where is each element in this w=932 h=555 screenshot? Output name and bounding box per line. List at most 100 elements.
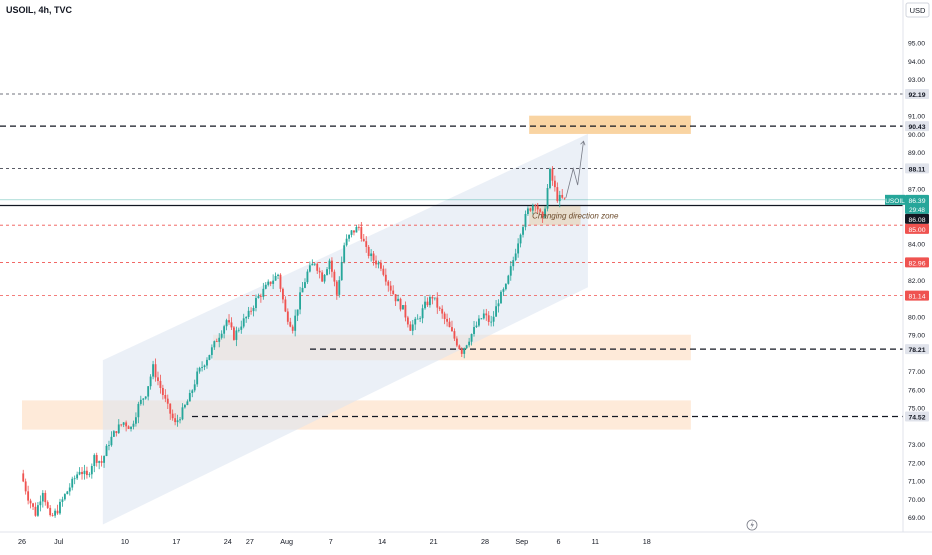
- candle-body: [223, 326, 226, 334]
- price-tick-label: 84.00: [908, 241, 925, 248]
- candle-body: [519, 234, 522, 244]
- candle-body: [299, 292, 302, 310]
- candle-body: [409, 324, 412, 331]
- candle-body: [191, 390, 194, 393]
- candle-body: [127, 426, 130, 429]
- candle-body: [328, 260, 331, 270]
- candle-body: [122, 422, 125, 425]
- price-tag-bg: [905, 344, 929, 355]
- candle-body: [259, 296, 262, 297]
- candle-body: [460, 348, 463, 354]
- annotations-layer: Changing direction zone: [532, 140, 619, 220]
- candle-body: [176, 420, 179, 423]
- candle-body: [490, 321, 493, 323]
- candle-body: [59, 501, 61, 514]
- candle-body: [362, 238, 365, 242]
- candle-body: [536, 205, 539, 210]
- candle-body: [372, 253, 375, 261]
- candle-body: [563, 197, 566, 199]
- candle-body: [428, 296, 431, 306]
- candle-body: [144, 396, 147, 399]
- price-tick-label: 77.00: [908, 369, 925, 376]
- candle-body: [431, 296, 434, 299]
- candle-body: [379, 262, 382, 269]
- candle-body: [232, 327, 235, 340]
- candle-body: [522, 227, 524, 235]
- candle-body: [220, 333, 223, 338]
- candle-body: [115, 431, 118, 434]
- candle-body: [228, 320, 230, 323]
- candle-body: [558, 194, 561, 202]
- candle-body: [88, 474, 91, 476]
- candle-body: [546, 188, 549, 209]
- candle-body: [463, 348, 466, 354]
- candle-body: [294, 315, 297, 331]
- candle-body: [164, 395, 167, 399]
- price-tick-label: 94.00: [908, 59, 925, 66]
- lightning-icon[interactable]: [746, 519, 758, 531]
- candle-body: [262, 288, 265, 297]
- candle-body: [203, 365, 206, 368]
- time-tick-label: 14: [378, 537, 386, 546]
- candle-body: [561, 194, 564, 198]
- price-tick-label: 75.00: [908, 406, 925, 413]
- price-tick-label: 95.00: [908, 41, 925, 48]
- price-tick-label: 90.00: [908, 132, 925, 139]
- price-tag-bg: [905, 121, 929, 132]
- price-tag-bg: [905, 163, 929, 174]
- candle-body: [27, 491, 30, 501]
- zone-rect: [529, 115, 691, 134]
- candle-body: [186, 401, 189, 406]
- time-tick-label: Jul: [54, 537, 64, 546]
- candle-body: [436, 297, 439, 308]
- candle-body: [247, 310, 250, 317]
- candle-body: [51, 515, 54, 516]
- candle-body: [149, 376, 152, 387]
- candle-body: [235, 330, 238, 340]
- candle-body: [475, 325, 478, 328]
- candle-body: [215, 341, 218, 342]
- candle-body: [468, 341, 471, 346]
- candle-body: [384, 274, 387, 282]
- candle-body: [355, 226, 358, 233]
- time-tick-label: 7: [329, 537, 333, 546]
- candle-body: [110, 436, 113, 446]
- candle-body: [291, 326, 294, 331]
- candle-body: [206, 359, 208, 366]
- candle-body: [32, 503, 34, 507]
- price-tick-label: 70.00: [908, 497, 925, 504]
- candle-body: [509, 266, 512, 276]
- candle-body: [477, 318, 480, 326]
- price-tick-label: 72.00: [908, 460, 925, 467]
- price-tag-value: 85.00: [908, 227, 925, 234]
- channel-layer: [102, 133, 588, 525]
- candle-body: [421, 308, 424, 319]
- candle-body: [406, 317, 409, 325]
- candle-body: [76, 474, 79, 479]
- time-tick-label: 27: [246, 537, 254, 546]
- candle-body: [321, 272, 324, 282]
- candle-body: [397, 298, 400, 302]
- candle-body: [304, 282, 306, 288]
- candle-body: [446, 318, 449, 322]
- time-axis[interactable]: 26 Jul 10 17 24 27 Aug 7 14 21 28 Sep 6 11 18: [18, 537, 651, 546]
- time-tick-label: 10: [121, 537, 129, 546]
- candle-body: [132, 423, 135, 427]
- candle-body: [316, 263, 319, 271]
- price-tick-label: 69.00: [908, 515, 925, 522]
- candle-body: [125, 422, 128, 427]
- candle-body: [22, 473, 25, 482]
- candle-body: [46, 502, 49, 508]
- candle-body: [130, 426, 132, 429]
- candle-body: [73, 478, 76, 480]
- time-tick-label: Aug: [280, 537, 293, 546]
- candle-body: [549, 168, 551, 189]
- currency-button[interactable]: USD: [905, 2, 930, 18]
- candle-body: [367, 246, 370, 257]
- candle-body: [213, 341, 216, 348]
- candle-body: [71, 478, 74, 488]
- candle-body: [98, 461, 101, 463]
- price-tick-label: 76.00: [908, 387, 925, 394]
